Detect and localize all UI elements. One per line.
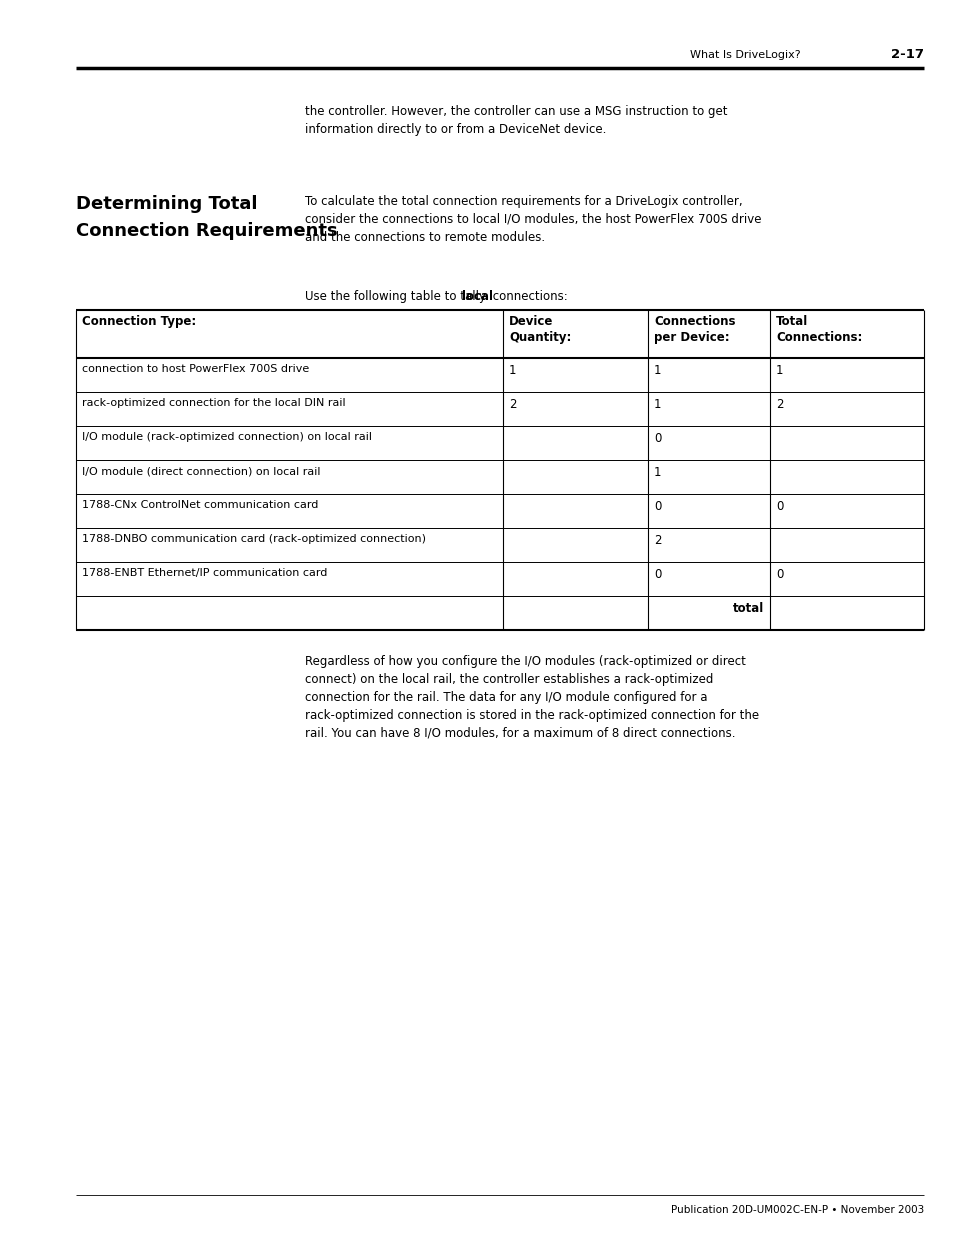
Text: Connection Requirements: Connection Requirements [76, 222, 337, 240]
Text: Determining Total: Determining Total [76, 195, 257, 212]
Text: 0: 0 [654, 568, 660, 580]
Text: What Is DriveLogix?: What Is DriveLogix? [689, 49, 800, 61]
Text: 2-17: 2-17 [890, 48, 923, 62]
Text: 1: 1 [775, 364, 782, 377]
Text: Use the following table to tally: Use the following table to tally [305, 290, 489, 303]
Text: local: local [461, 290, 493, 303]
Text: 0: 0 [775, 568, 782, 580]
Text: 1788-DNBO communication card (rack-optimized connection): 1788-DNBO communication card (rack-optim… [82, 534, 426, 543]
Text: Connection Type:: Connection Type: [82, 315, 196, 329]
Text: Total
Connections:: Total Connections: [775, 315, 862, 345]
Text: 1: 1 [654, 398, 660, 411]
Text: 1: 1 [654, 466, 660, 479]
Text: Device
Quantity:: Device Quantity: [509, 315, 571, 345]
Text: 2: 2 [509, 398, 516, 411]
Text: total: total [732, 601, 763, 615]
Text: 1788-ENBT Ethernet/IP communication card: 1788-ENBT Ethernet/IP communication card [82, 568, 327, 578]
Text: I/O module (rack-optimized connection) on local rail: I/O module (rack-optimized connection) o… [82, 432, 372, 442]
Text: 1788-CNx ControlNet communication card: 1788-CNx ControlNet communication card [82, 500, 318, 510]
Text: 0: 0 [775, 500, 782, 513]
Text: connections:: connections: [489, 290, 567, 303]
Text: 0: 0 [654, 432, 660, 445]
Text: 1: 1 [509, 364, 516, 377]
Text: rack-optimized connection for the local DIN rail: rack-optimized connection for the local … [82, 398, 345, 408]
Text: Connections
per Device:: Connections per Device: [654, 315, 735, 345]
Text: 2: 2 [654, 534, 660, 547]
Text: I/O module (direct connection) on local rail: I/O module (direct connection) on local … [82, 466, 320, 475]
Text: Publication 20D-UM002C-EN-P • November 2003: Publication 20D-UM002C-EN-P • November 2… [670, 1205, 923, 1215]
Text: Regardless of how you configure the I/O modules (rack-optimized or direct
connec: Regardless of how you configure the I/O … [305, 655, 759, 740]
Text: To calculate the total connection requirements for a DriveLogix controller,
cons: To calculate the total connection requir… [305, 195, 760, 245]
Text: the controller. However, the controller can use a MSG instruction to get
informa: the controller. However, the controller … [305, 105, 727, 136]
Text: 0: 0 [654, 500, 660, 513]
Text: connection to host PowerFlex 700S drive: connection to host PowerFlex 700S drive [82, 364, 309, 374]
Text: 1: 1 [654, 364, 660, 377]
Text: 2: 2 [775, 398, 782, 411]
